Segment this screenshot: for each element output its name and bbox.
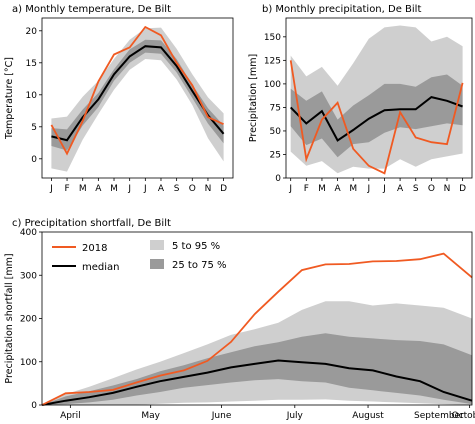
y-tick-label: 300 (20, 271, 37, 281)
y-tick-label: 10 (26, 91, 38, 101)
x-tick-label: A (334, 184, 341, 194)
x-tick-label: O (189, 184, 196, 194)
x-tick-label: May (141, 411, 160, 421)
x-tick-label: D (220, 184, 227, 194)
y-axis-label: Precipitation shortfall [mm] (4, 253, 15, 383)
y-tick-label: 15 (26, 59, 37, 69)
legend: 2018 median 5 to 95 % 25 to 75 % (52, 240, 227, 273)
x-tick-label: M (349, 184, 357, 194)
y-tick-label: 150 (264, 33, 281, 43)
y-tick-label: 0 (31, 155, 37, 165)
y-tick-label: 0 (275, 174, 281, 184)
y-tick-label: 25 (270, 150, 281, 160)
x-tick-label: O (428, 184, 435, 194)
x-tick-label: A (158, 184, 165, 194)
y-tick-label: 400 (20, 228, 37, 238)
x-tick-label: N (444, 184, 451, 194)
panel-c-title: c) Precipitation shortfall, De Bilt (12, 218, 171, 229)
x-tick-label: J (288, 184, 292, 194)
plot-frame (41, 17, 234, 179)
legend-2018-label: 2018 (82, 243, 107, 254)
y-tick-label: 20 (26, 27, 38, 37)
x-tick-label: S (413, 184, 419, 194)
y-tick-label: 125 (264, 56, 281, 66)
x-tick-label: J (382, 184, 386, 194)
y-tick-label: 200 (20, 315, 37, 325)
y-tick-label: 100 (20, 358, 37, 368)
series-2018-line (50, 25, 224, 156)
x-tick-label: A (397, 184, 404, 194)
x-tick-label: October (452, 411, 475, 421)
x-tick-label: M (110, 184, 118, 194)
y-axis-label: Temperature [°C] (4, 57, 15, 140)
y-tick-label: 75 (270, 103, 281, 113)
y-tick-label: 50 (270, 127, 282, 137)
x-tick-label: F (304, 184, 309, 194)
x-tick-label: S (174, 184, 180, 194)
y-tick-label: 5 (31, 123, 37, 133)
x-tick-label: April (60, 411, 81, 421)
legend-5-95-swatch (150, 240, 164, 250)
x-tick-label: J (143, 184, 147, 194)
x-tick-label: A (95, 184, 102, 194)
y-tick-label: 0 (31, 401, 37, 411)
x-tick-label: September (414, 411, 464, 421)
legend-25-75-label: 25 to 75 % (172, 260, 227, 271)
y-tick-label: 100 (264, 80, 281, 90)
x-tick-label: J (49, 184, 53, 194)
y-axis-label: Precipitation [mm] (248, 54, 259, 142)
band-25-75 (42, 333, 472, 405)
x-tick-label: F (64, 184, 69, 194)
series-2018-line (289, 60, 464, 175)
panel-b-title: b) Monthly precipitation, De Bilt (262, 4, 421, 15)
x-tick-label: July (286, 411, 304, 421)
x-tick-label: D (459, 184, 466, 194)
band-5-95 (51, 27, 224, 172)
plot-frame (285, 17, 473, 179)
series-median-line (41, 359, 473, 406)
x-tick-label: N (205, 184, 212, 194)
panel-a-title: a) Monthly temperature, De Bilt (12, 4, 171, 15)
legend-median-label: median (82, 262, 120, 273)
legend-25-75-swatch (150, 259, 164, 269)
x-tick-label: June (211, 411, 232, 421)
x-tick-label: M (79, 184, 87, 194)
band-25-75 (290, 74, 463, 158)
series-median-line (289, 96, 463, 142)
x-tick-label: J (367, 184, 371, 194)
legend-5-95-label: 5 to 95 % (172, 241, 220, 252)
panel-c-plot: 0 100 200 300 400 April May June July August Septe… (4, 228, 475, 421)
x-tick-label: J (127, 184, 131, 194)
x-tick-label: M (318, 184, 326, 194)
series-2018-line (41, 252, 473, 406)
x-tick-label: August (352, 411, 384, 421)
series-median-line (51, 45, 225, 142)
